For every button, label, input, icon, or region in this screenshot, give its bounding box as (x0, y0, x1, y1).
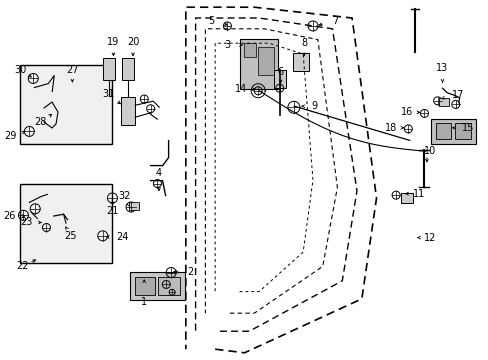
Bar (102, 58, 114, 80)
Text: 19: 19 (107, 37, 120, 48)
Text: 2: 2 (187, 267, 193, 277)
Text: 13: 13 (435, 63, 448, 73)
Bar (430, 119, 475, 144)
Bar (20, 184, 112, 263)
Text: 1: 1 (141, 297, 147, 307)
Bar (122, 58, 134, 80)
Text: 3: 3 (224, 40, 230, 50)
Text: 8: 8 (301, 38, 306, 48)
Bar (129, 202, 139, 210)
Bar (20, 65, 112, 144)
Text: 14: 14 (235, 84, 247, 94)
Text: 22: 22 (16, 261, 28, 271)
Text: 25: 25 (64, 231, 77, 241)
Bar (435, 123, 450, 139)
Text: 20: 20 (126, 37, 139, 48)
Text: 21: 21 (106, 206, 119, 216)
Bar (157, 277, 179, 295)
Text: 12: 12 (423, 233, 436, 243)
Bar (454, 123, 470, 139)
Text: 32: 32 (118, 191, 131, 201)
Text: 16: 16 (400, 107, 412, 117)
Bar (273, 70, 285, 88)
Bar (129, 272, 184, 300)
Bar (243, 43, 255, 57)
Text: 7: 7 (331, 16, 337, 26)
Bar (239, 39, 277, 89)
Bar (134, 277, 154, 295)
Bar (121, 97, 135, 125)
Text: 17: 17 (451, 90, 464, 100)
Bar (292, 53, 308, 71)
Text: 10: 10 (423, 146, 436, 156)
Text: 24: 24 (116, 232, 128, 242)
Bar (257, 47, 273, 75)
Text: 27: 27 (66, 65, 79, 75)
Text: 30: 30 (14, 65, 27, 75)
Text: 31: 31 (102, 89, 115, 99)
Text: 11: 11 (412, 189, 425, 199)
Bar (400, 193, 412, 203)
Text: 26: 26 (3, 211, 16, 221)
Text: 29: 29 (4, 131, 17, 141)
Text: 4: 4 (156, 168, 162, 178)
Text: 18: 18 (384, 123, 397, 133)
Text: 28: 28 (34, 117, 46, 127)
Text: 15: 15 (461, 123, 474, 133)
Text: 23: 23 (20, 217, 33, 228)
Bar (438, 98, 448, 106)
Text: 6: 6 (277, 67, 283, 77)
Text: 5: 5 (208, 16, 214, 26)
Text: 9: 9 (311, 101, 317, 111)
